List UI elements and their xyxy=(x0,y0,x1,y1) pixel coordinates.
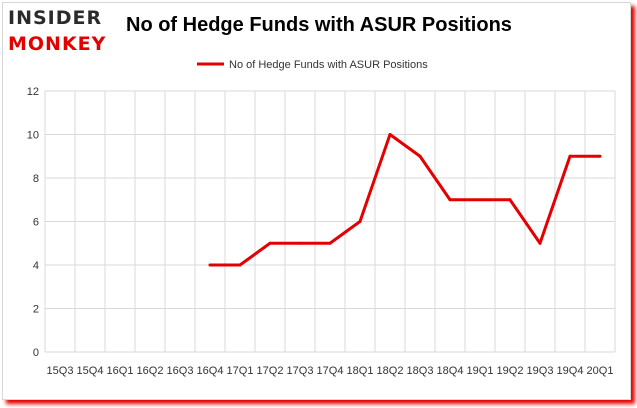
data-point xyxy=(598,154,602,158)
data-point xyxy=(568,154,572,158)
x-tick-label: 16Q4 xyxy=(197,365,224,377)
data-point xyxy=(388,133,392,136)
data-point xyxy=(298,241,302,245)
y-tick-label: 8 xyxy=(33,173,39,185)
logo-line-monkey: MONKEY xyxy=(8,33,107,55)
y-tick-label: 10 xyxy=(27,130,39,142)
x-tick-label: 17Q2 xyxy=(257,365,284,377)
data-point xyxy=(238,263,242,267)
x-tick-label: 17Q1 xyxy=(227,365,254,377)
data-point xyxy=(508,198,512,202)
legend-label: No of Hedge Funds with ASUR Positions xyxy=(229,59,428,71)
x-tick-label: 15Q4 xyxy=(77,365,104,377)
x-tick-label: 18Q2 xyxy=(377,365,404,377)
series-line xyxy=(210,133,600,267)
x-tick-label: 19Q4 xyxy=(557,365,584,377)
x-tick-label: 16Q3 xyxy=(167,365,194,377)
y-tick-label: 6 xyxy=(33,217,39,229)
data-point xyxy=(358,220,362,223)
data-point xyxy=(328,241,332,245)
chart-frame xyxy=(2,2,631,400)
data-point xyxy=(448,198,452,202)
y-tick-label: 0 xyxy=(33,347,39,359)
x-tick-label: 18Q4 xyxy=(437,365,464,377)
chart-title: No of Hedge Funds with ASUR Positions xyxy=(126,14,512,36)
x-tick-label: 19Q2 xyxy=(497,365,524,377)
insider-monkey-logo: INSIDER MONKEY xyxy=(8,8,118,54)
data-point xyxy=(418,154,422,158)
x-tick-label: 15Q3 xyxy=(47,365,74,377)
data-point xyxy=(268,241,272,245)
x-tick-label: 20Q1 xyxy=(587,365,614,377)
logo-line-insider: INSIDER xyxy=(8,7,103,29)
y-tick-label: 2 xyxy=(33,304,39,316)
data-point xyxy=(208,263,212,267)
x-tick-label: 16Q2 xyxy=(137,365,164,377)
data-point xyxy=(538,241,542,245)
x-tick-label: 19Q3 xyxy=(527,365,554,377)
x-tick-label: 18Q1 xyxy=(347,365,374,377)
x-tick-label: 19Q1 xyxy=(467,365,494,377)
y-tick-label: 12 xyxy=(27,86,39,98)
x-tick-label: 17Q4 xyxy=(317,365,344,377)
data-point xyxy=(478,198,482,202)
x-tick-label: 17Q3 xyxy=(287,365,314,377)
x-tick-label: 16Q1 xyxy=(107,365,134,377)
y-tick-label: 4 xyxy=(33,260,39,272)
x-tick-label: 18Q3 xyxy=(407,365,434,377)
